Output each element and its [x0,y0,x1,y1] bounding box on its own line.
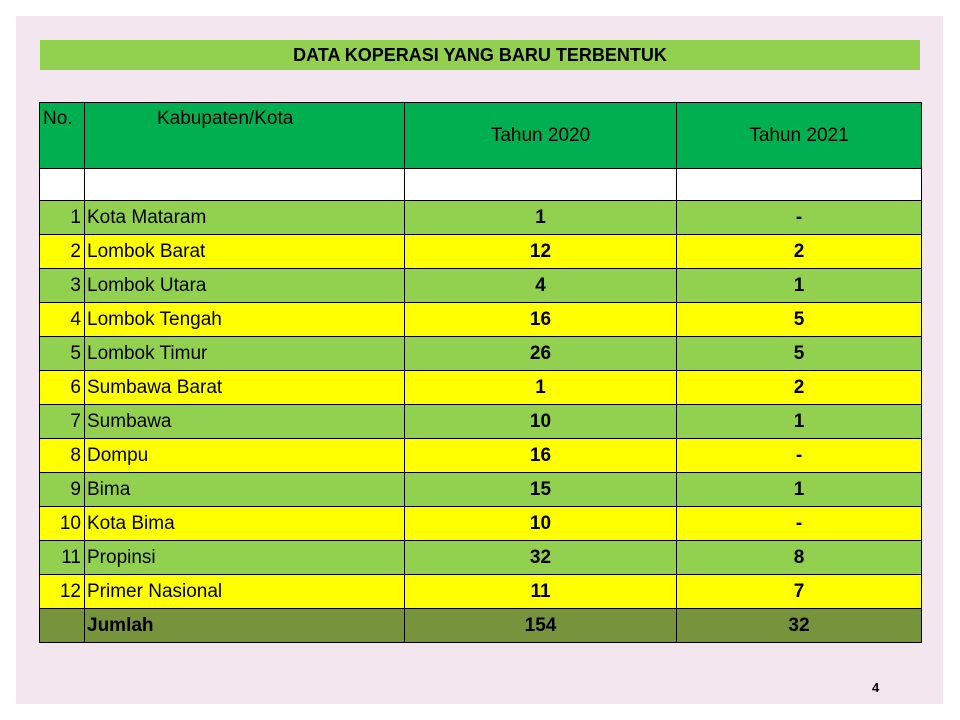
row-2021-value: 5 [676,302,922,337]
row-2021-value: 1 [676,472,922,507]
row-2020-value: 10 [404,506,677,541]
row-name: Sumbawa Barat [84,370,405,405]
table-row: 7 Sumbawa 10 1 [39,404,922,439]
row-2020-value: 11 [404,574,677,609]
page-number: 4 [872,680,880,695]
row-name: Lombok Tengah [84,302,405,337]
row-name: Sumbawa [84,404,405,439]
row-2020-value: 32 [404,540,677,575]
row-name: Lombok Barat [84,234,405,269]
header-2021: Tahun 2021 [676,102,922,169]
total-label: Jumlah [84,608,405,643]
row-2020-value: 16 [404,302,677,337]
row-2020-value: 10 [404,404,677,439]
total-2020: 154 [404,608,677,643]
row-2020-value: 1 [404,370,677,405]
row-2021-value: 8 [676,540,922,575]
row-2021-value: 5 [676,336,922,371]
header-2020: Tahun 2020 [404,102,677,169]
table-header-row: No. Kabupaten/Kota Tahun 2020 Tahun 2021 [39,102,922,169]
total-2021: 32 [676,608,922,643]
row-number: 11 [39,540,85,575]
table-row: 10 Kota Bima 10- [39,506,922,541]
row-number: 1 [39,200,85,235]
row-name: Propinsi [84,540,405,575]
page-title: DATA KOPERASI YANG BARU TERBENTUK [40,40,920,70]
row-number: 6 [39,370,85,405]
row-2020-value: 15 [404,472,677,507]
row-2021-value: - [676,506,922,541]
row-number: 5 [39,336,85,371]
row-2021-value: 2 [676,234,922,269]
empty-cell [39,168,85,201]
row-2021-value: - [676,200,922,235]
empty-cell [404,168,677,201]
table-row: 2 Lombok Barat 12 2 [39,234,922,269]
row-name: Kota Bima [84,506,405,541]
data-table: No. Kabupaten/Kota Tahun 2020 Tahun 2021… [39,102,922,643]
row-2020-value: 4 [404,268,677,303]
table-row: 12 Primer Nasional 11 7 [39,574,922,609]
row-2020-value: 26 [404,336,677,371]
total-no-cell [39,608,85,643]
row-2020-value: 12 [404,234,677,269]
empty-cell [84,168,405,201]
page-title-text: DATA KOPERASI YANG BARU TERBENTUK [293,44,667,65]
table-row: 9 Bima 15 1 [39,472,922,507]
row-name: Kota Mataram [84,200,405,235]
empty-row [39,168,922,201]
row-name: Bima [84,472,405,507]
row-number: 10 [39,506,85,541]
table-row: 3 Lombok Utara 4 1 [39,268,922,303]
row-number: 8 [39,438,85,473]
table-row: 6 Sumbawa Barat 1 2 [39,370,922,405]
row-number: 3 [39,268,85,303]
row-2021-value: - [676,438,922,473]
total-row: Jumlah 154 32 [39,608,922,643]
table-row: 11 Propinsi 32 8 [39,540,922,575]
row-number: 7 [39,404,85,439]
table-row: 4 Lombok Tengah 16 5 [39,302,922,337]
row-2021-value: 1 [676,404,922,439]
table-row: 1 Kota Mataram 1- [39,200,922,235]
row-name: Lombok Timur [84,336,405,371]
row-2021-value: 1 [676,268,922,303]
table-row: 8 Dompu 16- [39,438,922,473]
row-2020-value: 1 [404,200,677,235]
row-name: Lombok Utara [84,268,405,303]
header-no: No. [39,102,85,169]
row-number: 12 [39,574,85,609]
row-name: Dompu [84,438,405,473]
row-name: Primer Nasional [84,574,405,609]
row-2020-value: 16 [404,438,677,473]
row-number: 4 [39,302,85,337]
header-kabupaten: Kabupaten/Kota [84,102,405,169]
row-number: 9 [39,472,85,507]
empty-cell [676,168,922,201]
row-2021-value: 2 [676,370,922,405]
table-row: 5 Lombok Timur 26 5 [39,336,922,371]
row-2021-value: 7 [676,574,922,609]
row-number: 2 [39,234,85,269]
